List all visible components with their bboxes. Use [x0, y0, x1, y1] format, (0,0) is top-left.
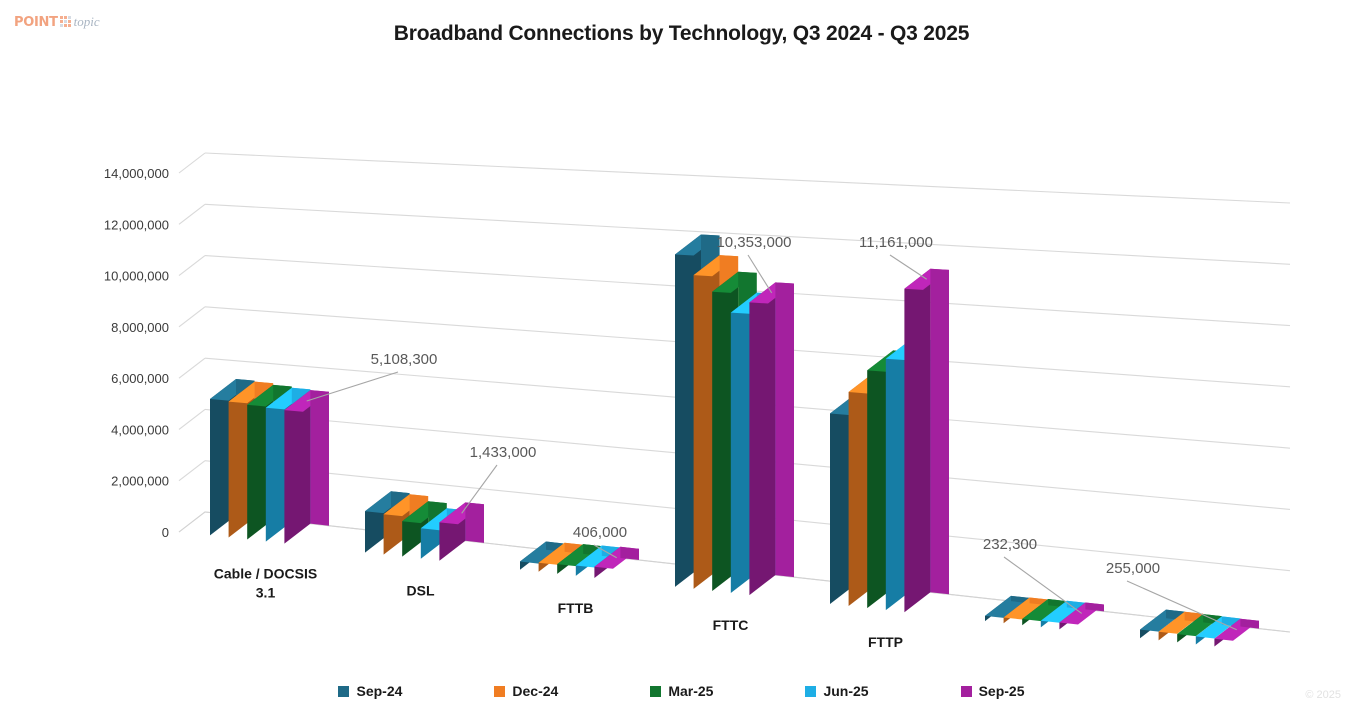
- logo-word-point: POINT: [14, 14, 58, 30]
- data-label-leader: [593, 544, 617, 559]
- bar-front-face: [310, 390, 329, 526]
- category-label: FTTC: [713, 617, 749, 633]
- data-label-leaders: [306, 254, 1237, 631]
- bar-3d[interactable]: [284, 390, 329, 544]
- chart-plot-area: 0 2,000,000 4,000,000 6,000,000 8,000,000 10,…: [0, 60, 1363, 650]
- bar-3d[interactable]: [1195, 616, 1241, 645]
- data-label: 11,161,000: [859, 234, 933, 251]
- legend-label: Jun-25: [823, 683, 869, 699]
- data-label: 255,000: [1106, 560, 1160, 577]
- chart-legend: Sep-24 Dec-24 Mar-25 Jun-25 Sep-25: [0, 683, 1363, 699]
- bar-side-face: [749, 282, 776, 596]
- bar-3d[interactable]: [749, 282, 794, 596]
- y-axis-tick-label: 12,000,000: [104, 217, 169, 232]
- data-label-leader: [306, 371, 399, 402]
- bar-front-face: [1085, 602, 1104, 612]
- bar-3d[interactable]: [1140, 609, 1185, 639]
- y-axis-tick-label: 8,000,000: [111, 320, 169, 335]
- data-label-leader: [1126, 580, 1237, 631]
- legend-swatch-icon: [650, 685, 662, 697]
- bar-side-face: [284, 390, 311, 544]
- logo-word-topic: topic: [73, 14, 100, 29]
- legend-label: Dec-24: [512, 683, 559, 699]
- y-axis-tick-label: 6,000,000: [111, 371, 169, 386]
- data-labels: 5,108,300 1,433,000 406,000 10,353,000 11,16…: [371, 234, 1160, 577]
- data-label-leader: [1003, 556, 1083, 614]
- bar-front-face: [620, 546, 639, 560]
- data-label-leader: [461, 464, 498, 514]
- legend-item[interactable]: Jun-25: [805, 683, 869, 699]
- legend-item[interactable]: Mar-25: [650, 683, 713, 699]
- bar-front-face: [930, 268, 949, 595]
- bar-front-face: [465, 502, 484, 543]
- bar-side-face: [904, 268, 931, 613]
- data-label-leader: [747, 254, 773, 294]
- y-axis-tick-label: 14,000,000: [104, 166, 169, 181]
- chart-title: Broadband Connections by Technology, Q3 …: [393, 22, 970, 45]
- data-label: 232,300: [983, 536, 1037, 553]
- legend-item[interactable]: Sep-24: [338, 683, 402, 699]
- y-axis-tick-label: 10,000,000: [104, 269, 169, 284]
- data-label: 406,000: [573, 524, 627, 541]
- y-axis-tick-label: 4,000,000: [111, 422, 169, 437]
- category-label: Cable / DOCSIS: [214, 566, 317, 582]
- pointtopic-logo: POINT topic: [14, 14, 100, 30]
- copyright-watermark: © 2025: [1305, 689, 1341, 701]
- bar-3d[interactable]: [1022, 599, 1067, 626]
- chart-svg: 0 2,000,000 4,000,000 6,000,000 8,000,000 10,…: [104, 152, 1291, 650]
- legend-swatch-icon: [960, 685, 972, 697]
- y-axis-tick-label: 2,000,000: [111, 474, 169, 489]
- legend-item[interactable]: Dec-24: [494, 683, 558, 699]
- legend-label: Sep-24: [356, 683, 403, 699]
- y-axis-tick-label: 0: [162, 525, 169, 540]
- legend-swatch-icon: [338, 685, 350, 697]
- bar-front-face: [775, 282, 794, 578]
- bar-3d[interactable]: [575, 545, 621, 576]
- data-label-leader: [889, 254, 928, 280]
- bar-3d[interactable]: [439, 502, 484, 561]
- data-label: 5,108,300: [371, 351, 438, 368]
- grid-icon: [59, 15, 71, 27]
- bar-3d[interactable]: [985, 595, 1030, 622]
- bar-3d[interactable]: [904, 268, 949, 613]
- category-label: DSL: [407, 583, 435, 599]
- legend-item[interactable]: Sep-25: [960, 683, 1025, 699]
- legend-swatch-icon: [494, 685, 506, 697]
- bar-series-group: [210, 234, 1259, 647]
- y-axis-tick-labels: 0 2,000,000 4,000,000 6,000,000 8,000,000 10,…: [104, 166, 169, 540]
- bar-front-face: [1240, 618, 1259, 629]
- category-label: 3.1: [256, 585, 276, 601]
- legend-label: Mar-25: [668, 683, 714, 699]
- legend-label: Sep-25: [978, 683, 1025, 699]
- data-label: 10,353,000: [716, 234, 791, 251]
- category-label: FTTB: [558, 600, 594, 616]
- category-label: FTTP: [868, 634, 903, 650]
- legend-swatch-icon: [805, 685, 817, 697]
- data-label: 1,433,000: [470, 444, 537, 461]
